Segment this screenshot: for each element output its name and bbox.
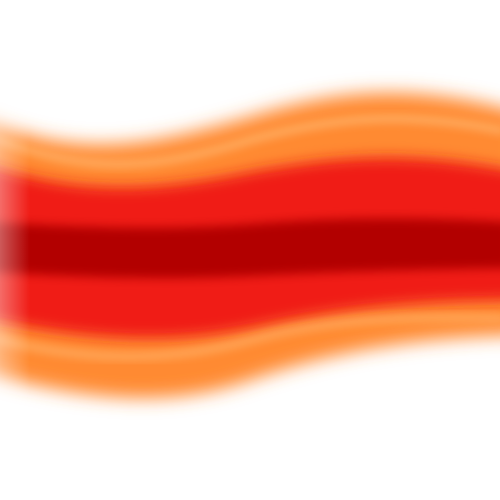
wave-ribbon-graphic [0,0,500,500]
left-edge-fade [0,0,500,500]
wave-ribbon-canvas [0,0,500,500]
